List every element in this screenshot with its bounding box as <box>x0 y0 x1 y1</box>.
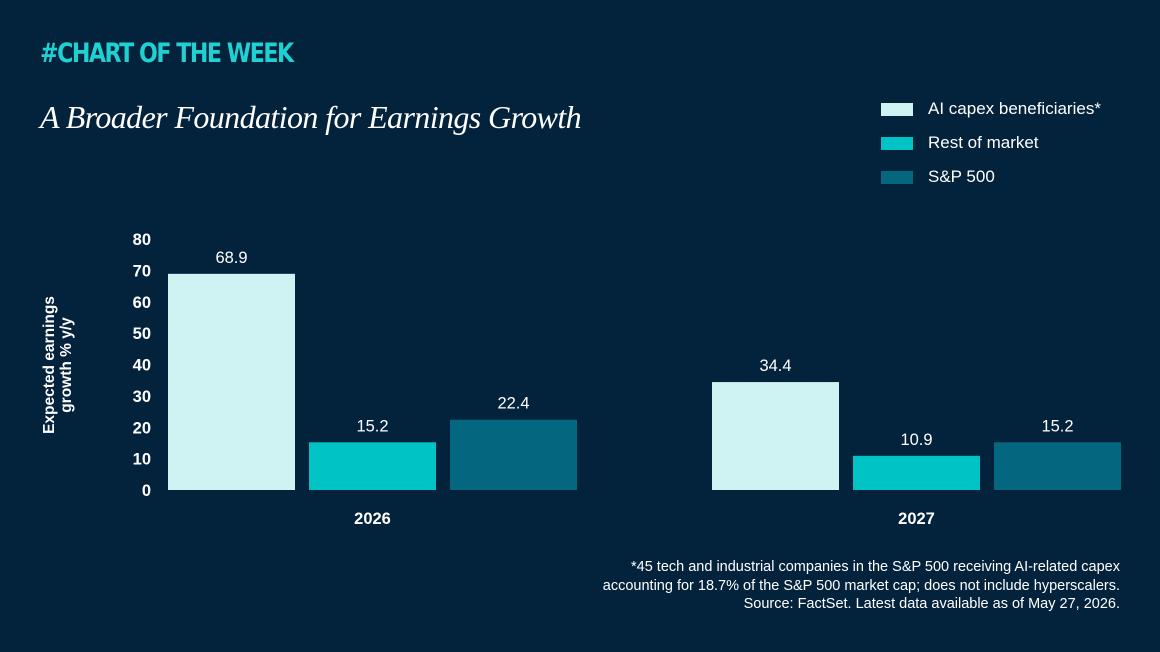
legend-item: S&P 500 <box>881 166 1101 188</box>
legend-item: Rest of market <box>881 132 1101 154</box>
bar <box>994 442 1121 490</box>
footnote: *45 tech and industrial companies in the… <box>603 558 1120 614</box>
category-label: 2027 <box>898 510 935 528</box>
data-label: 22.4 <box>497 395 529 413</box>
chart-title: A Broader Foundation for Earnings Growth <box>40 99 582 135</box>
legend-swatch <box>881 170 913 184</box>
data-label: 68.9 <box>215 249 247 267</box>
footnote-line: *45 tech and industrial companies in the… <box>630 559 1120 575</box>
footnote-line: accounting for 18.7% of the S&P 500 mark… <box>602 577 1120 594</box>
category-label: 2026 <box>354 510 391 528</box>
y-tick-label: 60 <box>133 294 151 312</box>
bar <box>853 455 980 490</box>
data-label: 15.2 <box>1041 417 1073 435</box>
y-tick-label: 0 <box>142 482 151 500</box>
legend-item: AI capex beneficiaries* <box>881 98 1101 120</box>
y-tick-label: 40 <box>133 357 151 375</box>
y-tick-label: 50 <box>133 325 151 343</box>
data-label: 15.2 <box>356 417 388 435</box>
bar <box>309 442 436 490</box>
chart-kicker: #CHART OF THE WEEK <box>40 38 294 69</box>
legend-label: Rest of market <box>928 133 1039 152</box>
y-tick-label: 20 <box>133 419 151 437</box>
bar <box>712 382 839 490</box>
legend: AI capex beneficiaries* Rest of market S… <box>881 98 1101 200</box>
data-label: 34.4 <box>759 357 791 375</box>
bar <box>450 419 577 490</box>
bar <box>168 273 295 490</box>
y-tick-label: 70 <box>133 262 151 280</box>
footnote-line: Source: FactSet. Latest data available a… <box>743 596 1120 612</box>
y-tick-label: 10 <box>133 451 151 469</box>
data-label: 10.9 <box>900 431 932 449</box>
y-tick-label: 30 <box>133 388 151 406</box>
legend-swatch <box>881 102 913 116</box>
legend-swatch <box>881 136 913 150</box>
legend-label: AI capex beneficiaries* <box>928 99 1101 118</box>
y-tick-label: 80 <box>133 231 151 249</box>
legend-label: S&P 500 <box>928 167 995 186</box>
